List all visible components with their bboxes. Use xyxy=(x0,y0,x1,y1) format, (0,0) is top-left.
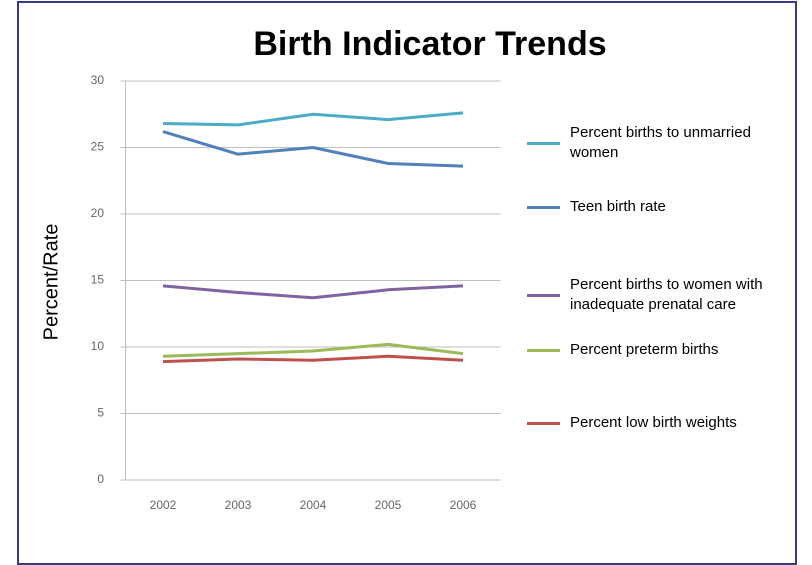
y-tick-label: 20 xyxy=(91,206,105,220)
legend-swatch xyxy=(527,293,560,297)
legend-item: Percent low birth weights xyxy=(527,413,780,433)
y-tick-label: 15 xyxy=(91,273,105,287)
x-tick-label: 2006 xyxy=(450,498,477,512)
x-tick-label: 2002 xyxy=(150,498,177,512)
y-axis-label: Percent/Rate xyxy=(40,224,62,341)
legend-label: Percent preterm births xyxy=(570,341,719,358)
y-tick-label: 10 xyxy=(91,339,105,353)
legend-label: Percent low birth weights xyxy=(570,414,737,431)
chart: Birth Indicator Trends Percent/Rate 0 5 10… xyxy=(40,25,606,512)
legend-swatch xyxy=(527,141,560,145)
x-tick-label: 2003 xyxy=(225,498,252,512)
legend-item: Teen birth rate xyxy=(527,197,780,217)
legend-label: Teen birth rate xyxy=(570,198,666,215)
y-tick-label: 0 xyxy=(97,472,104,486)
y-tick-label: 30 xyxy=(91,73,105,87)
chart-title: Birth Indicator Trends xyxy=(253,25,606,63)
y-tick-label: 25 xyxy=(91,140,105,154)
x-tick-label: 2005 xyxy=(375,498,402,512)
legend-swatch xyxy=(527,348,560,352)
chart-frame xyxy=(17,1,797,565)
series-line xyxy=(162,284,464,300)
x-tick-label: 2004 xyxy=(300,498,327,512)
y-tick-label: 5 xyxy=(97,406,104,420)
series-line xyxy=(162,130,464,168)
page: {"chart_data": {"type": "line", "title":… xyxy=(17,1,797,565)
legend-item: Percent preterm births xyxy=(527,340,780,360)
series-line xyxy=(162,354,464,364)
legend-label: Percent births to unmarried women xyxy=(570,124,751,161)
legend-item: Percent births to women with inadequate … xyxy=(527,275,780,315)
legend-label: Percent births to women with inadequate … xyxy=(570,276,763,313)
series-line xyxy=(162,111,464,127)
legend-item: Percent births to unmarried women xyxy=(527,123,780,163)
series-line xyxy=(162,342,464,358)
legend-swatch xyxy=(527,421,560,425)
legend-swatch xyxy=(527,205,560,209)
